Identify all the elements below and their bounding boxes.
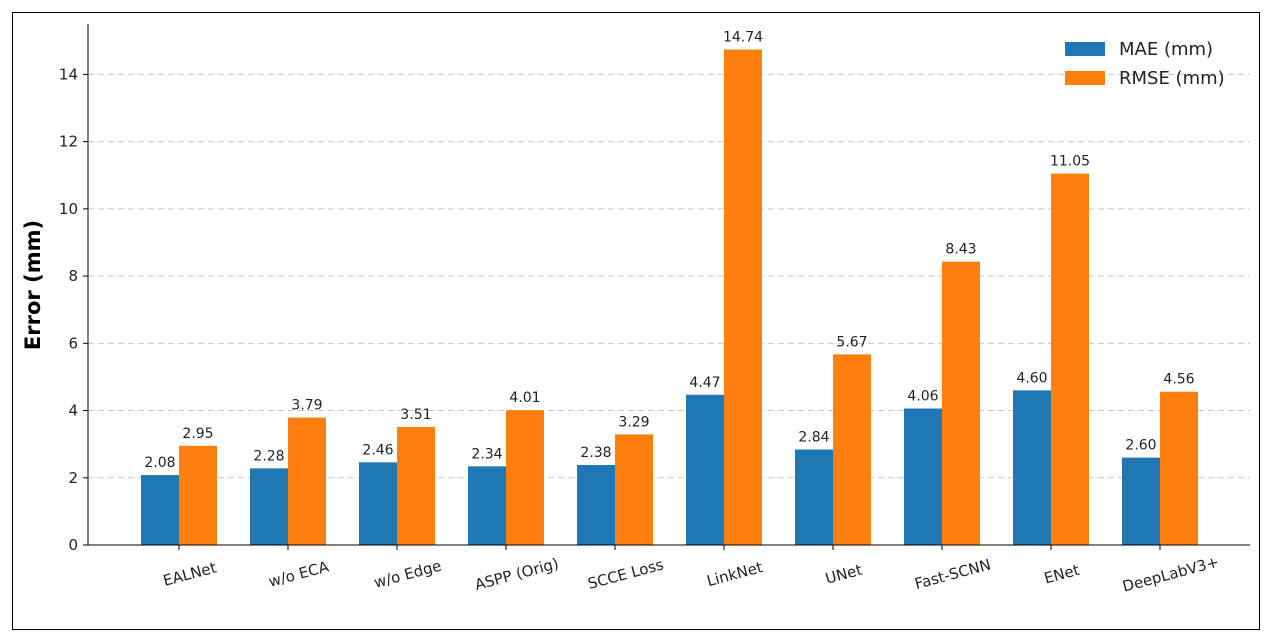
- bar-mae: [795, 449, 833, 545]
- y-tick-label: 14: [59, 65, 78, 83]
- data-label-mae: 4.60: [1016, 370, 1047, 386]
- data-label-mae: 2.08: [144, 455, 175, 471]
- bars: [141, 49, 1198, 545]
- bar-rmse: [724, 49, 762, 545]
- y-axis-label: Error (mm): [21, 220, 45, 350]
- figure-frame: [12, 12, 1260, 630]
- data-label-rmse: 3.29: [618, 414, 649, 430]
- x-tick-label: DeepLabV3+: [1121, 553, 1221, 596]
- x-tick-label: LinkNet: [705, 558, 765, 590]
- x-tick-label: w/o ECA: [267, 557, 332, 590]
- y-tick-label: 10: [59, 200, 78, 218]
- gridlines: [88, 73, 1250, 479]
- bar-rmse: [833, 354, 871, 545]
- legend-label-rmse: RMSE (mm): [1119, 68, 1225, 89]
- data-label-rmse: 5.67: [836, 334, 867, 350]
- bar-rmse: [1160, 391, 1198, 545]
- data-label-mae: 4.06: [907, 389, 938, 405]
- y-tick-label: 4: [68, 402, 78, 420]
- x-tick-label: Fast-SCNN: [913, 555, 993, 593]
- y-tick-label: 8: [68, 267, 78, 285]
- legend: MAE (mm) RMSE (mm): [1065, 39, 1225, 89]
- bar-mae: [250, 468, 288, 545]
- x-tick-label: SCCE Loss: [586, 555, 666, 593]
- bar-mae: [1013, 390, 1051, 545]
- bar-rmse: [506, 410, 544, 545]
- data-label-rmse: 4.56: [1163, 372, 1194, 388]
- bar-mae: [904, 408, 942, 545]
- bar-rmse: [288, 417, 326, 545]
- bar-rmse: [942, 261, 980, 545]
- y-tick-label: 0: [68, 536, 78, 554]
- x-tick-label: ENet: [1042, 561, 1081, 588]
- y-tick-label: 6: [68, 334, 78, 352]
- x-tick-label: ASPP (Orig): [473, 554, 561, 594]
- data-label-rmse: 3.51: [400, 407, 431, 423]
- bar-mae: [577, 465, 615, 545]
- bar-mae: [686, 394, 724, 545]
- data-label-rmse: 8.43: [945, 242, 976, 258]
- data-label-mae: 4.47: [689, 375, 720, 391]
- data-label-mae: 2.38: [580, 445, 611, 461]
- data-label-mae: 2.28: [253, 448, 284, 464]
- bar-mae: [141, 475, 179, 545]
- data-label-rmse: 14.74: [723, 30, 763, 46]
- bar-mae: [359, 462, 397, 545]
- x-tick-label: UNet: [823, 561, 864, 588]
- data-label-mae: 2.84: [798, 430, 829, 446]
- data-label-rmse: 2.95: [182, 426, 213, 442]
- data-label-rmse: 11.05: [1050, 154, 1090, 170]
- data-label-rmse: 4.01: [509, 390, 540, 406]
- bar-mae: [468, 466, 506, 545]
- y-tick-label: 2: [68, 469, 78, 487]
- bar-mae: [1122, 457, 1160, 545]
- bar-rmse: [1051, 173, 1089, 545]
- legend-swatch-rmse: [1065, 71, 1105, 85]
- data-label-mae: 2.46: [362, 442, 393, 458]
- x-tick-label: w/o Edge: [372, 557, 443, 592]
- bar-rmse: [397, 427, 435, 545]
- labels: 2.08 2.95 2.28 3.79 2.46 3.51 2.34 4.01 2.38 3.29…: [144, 30, 1194, 472]
- bar-rmse: [615, 434, 653, 545]
- legend-swatch-mae: [1065, 42, 1105, 56]
- data-label-rmse: 3.79: [291, 398, 322, 414]
- y-tick-label: 12: [59, 133, 78, 151]
- legend-label-mae: MAE (mm): [1119, 39, 1213, 60]
- x-tick-label: EALNet: [161, 558, 218, 590]
- data-label-mae: 2.34: [471, 446, 502, 462]
- bar-rmse: [179, 445, 217, 545]
- data-label-mae: 2.60: [1125, 438, 1156, 454]
